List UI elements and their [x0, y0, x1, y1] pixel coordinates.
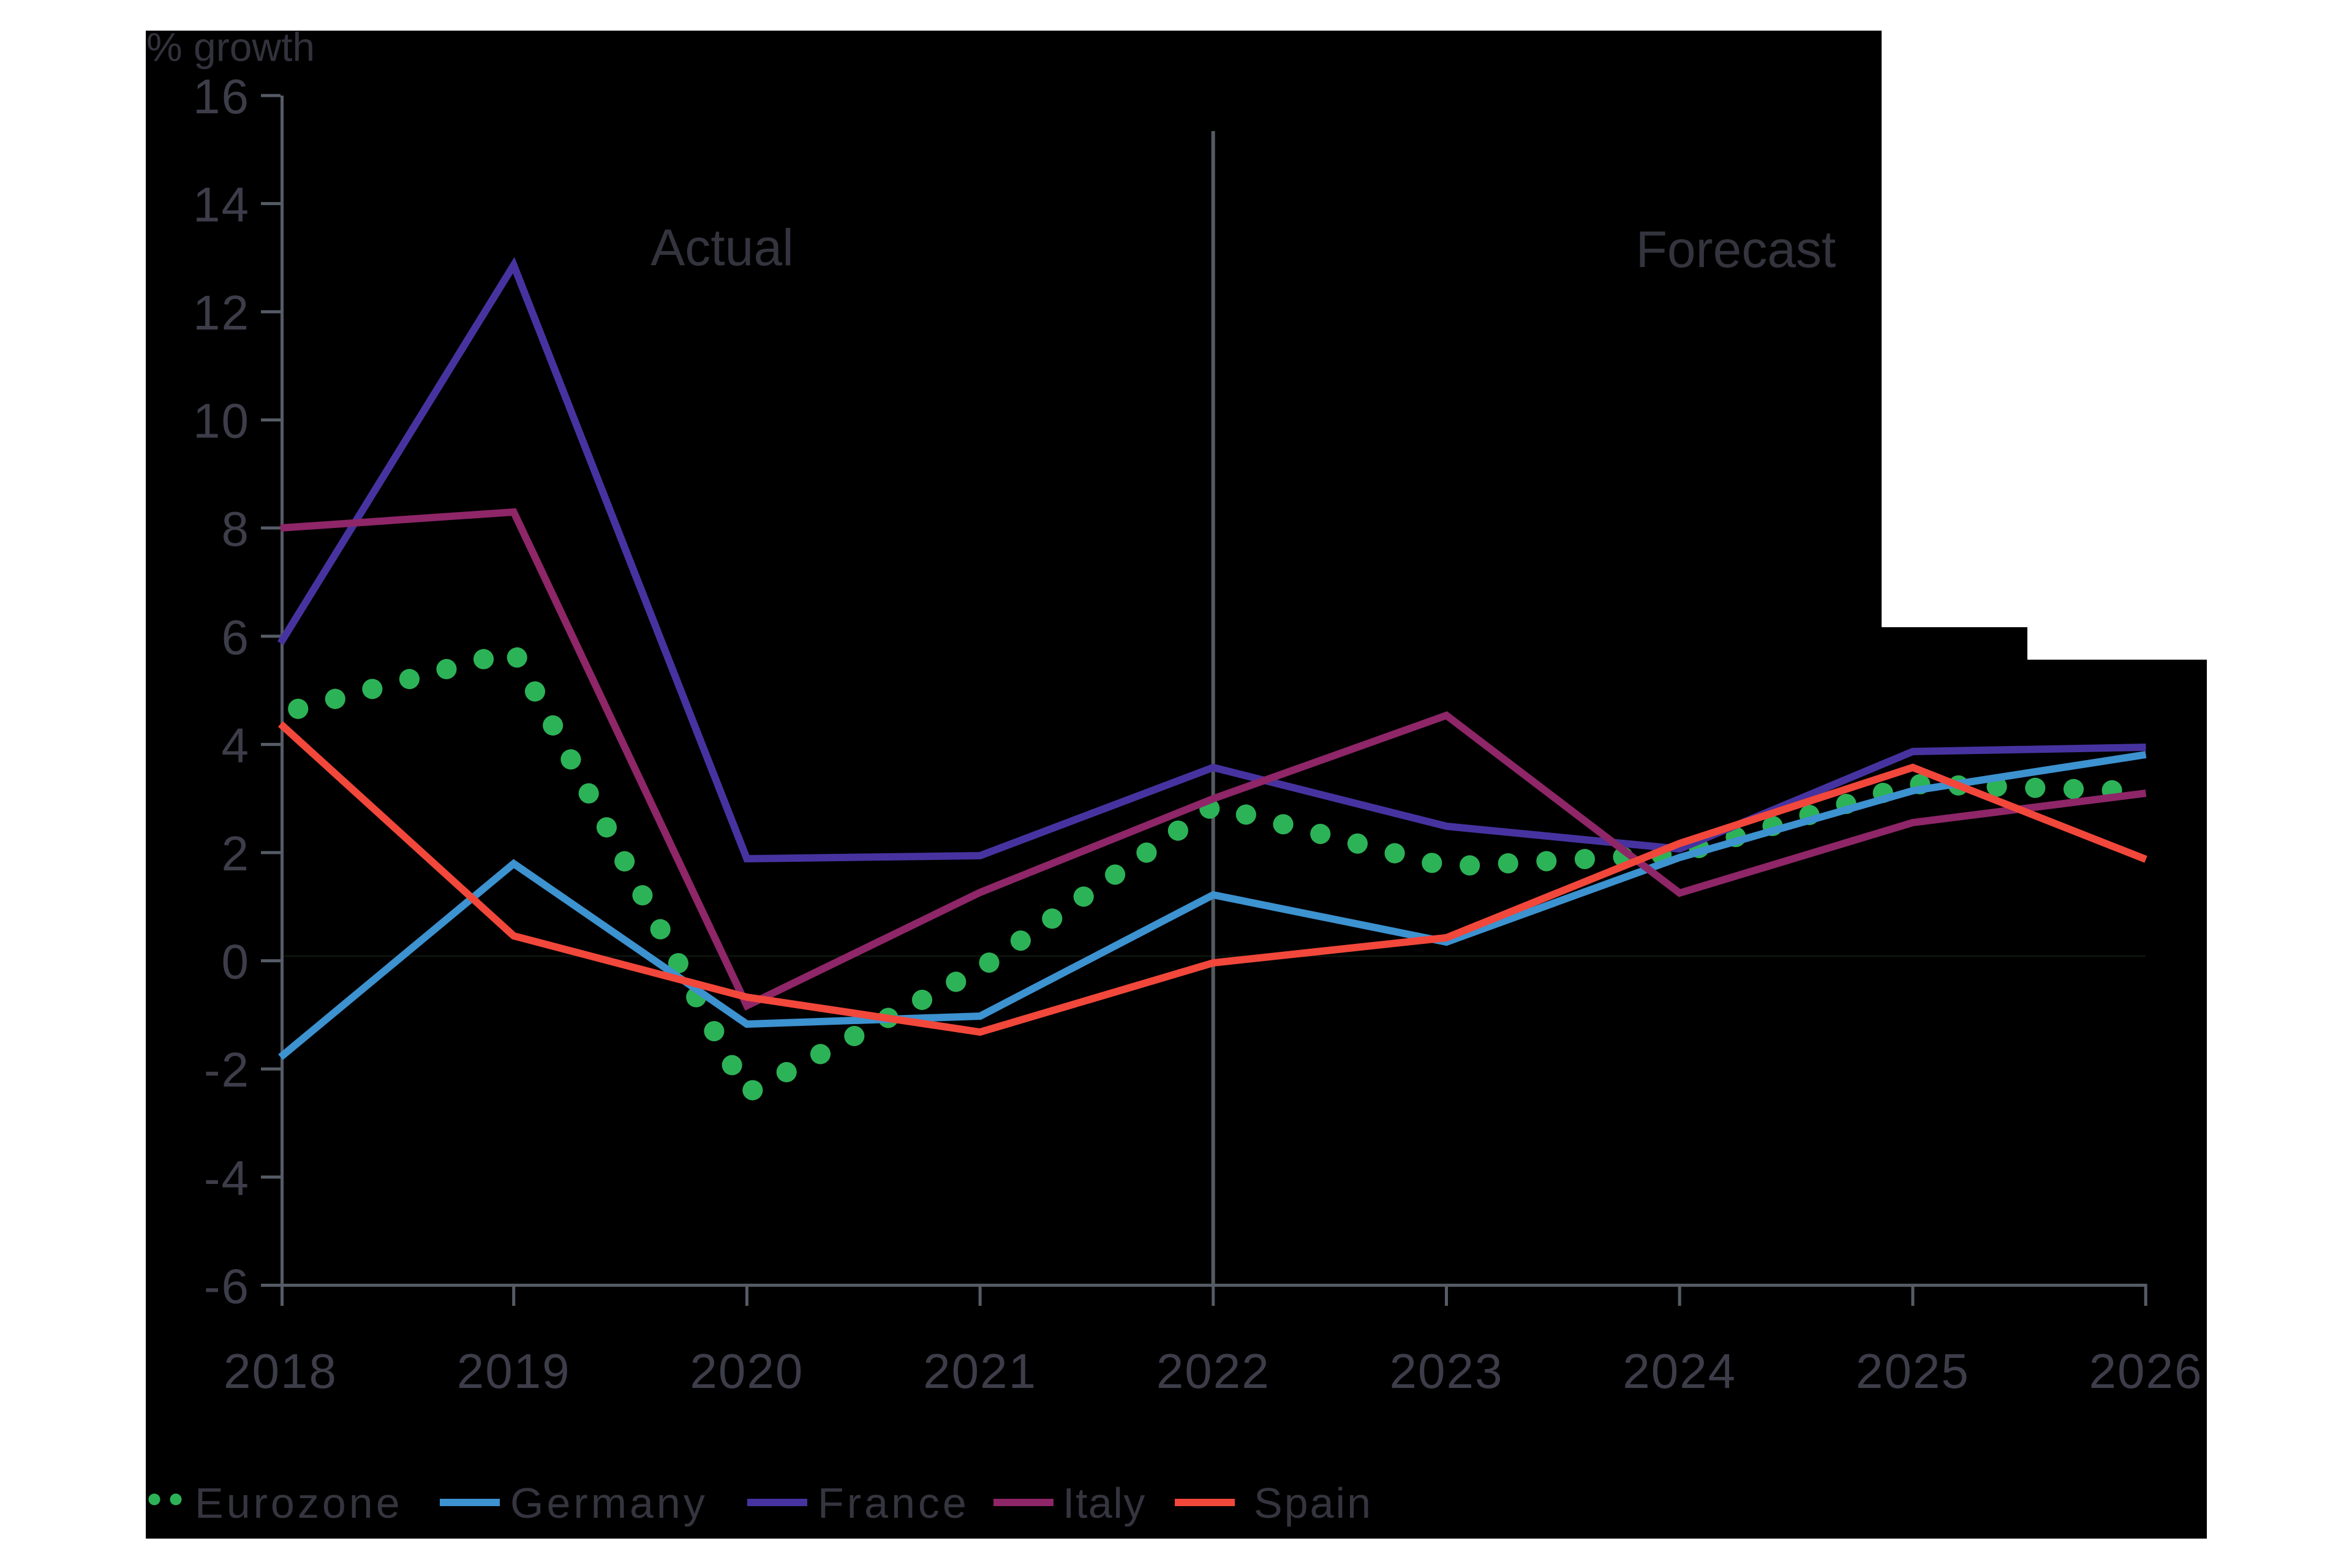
svg-text:2018: 2018: [224, 1344, 337, 1398]
svg-text:8: 8: [222, 502, 251, 556]
svg-text:Italy: Italy: [1063, 1479, 1146, 1527]
svg-text:% growth: % growth: [146, 24, 315, 70]
svg-text:2: 2: [222, 826, 251, 881]
svg-text:14: 14: [193, 177, 250, 232]
svg-text:2026: 2026: [2089, 1344, 2203, 1398]
svg-text:2022: 2022: [1156, 1344, 1270, 1398]
svg-text:16: 16: [193, 69, 250, 124]
svg-text:12: 12: [193, 285, 250, 340]
svg-text:10: 10: [193, 394, 250, 448]
svg-text:Eurozone: Eurozone: [195, 1479, 403, 1527]
svg-text:France: France: [818, 1479, 970, 1527]
svg-text:-4: -4: [204, 1151, 250, 1205]
svg-text:Spain: Spain: [1254, 1479, 1373, 1527]
svg-text:2019: 2019: [457, 1344, 571, 1398]
svg-text:Actual: Actual: [650, 219, 793, 276]
svg-text:4: 4: [222, 718, 251, 772]
svg-text:-2: -2: [204, 1042, 250, 1097]
svg-text:6: 6: [222, 610, 251, 665]
svg-text:Forecast: Forecast: [1636, 221, 1836, 278]
svg-text:2025: 2025: [1856, 1344, 1970, 1398]
svg-text:Germany: Germany: [510, 1479, 708, 1527]
svg-text:-6: -6: [204, 1259, 250, 1313]
svg-text:2023: 2023: [1390, 1344, 1504, 1398]
svg-text:2021: 2021: [923, 1344, 1037, 1398]
svg-text:2024: 2024: [1623, 1344, 1736, 1398]
svg-text:0: 0: [222, 935, 251, 989]
svg-text:2020: 2020: [690, 1344, 804, 1398]
